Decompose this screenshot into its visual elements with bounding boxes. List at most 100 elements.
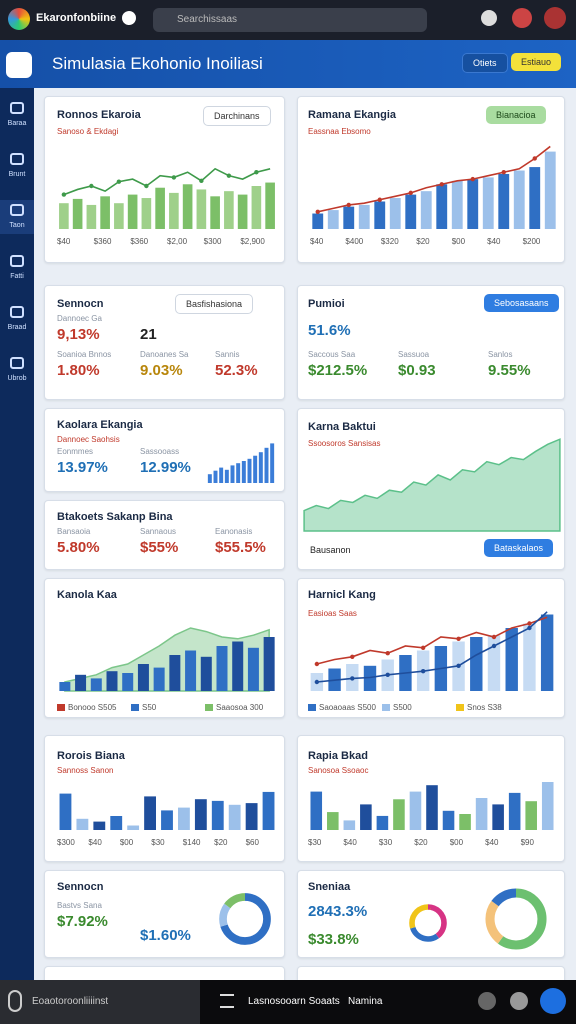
bar [207,474,212,483]
card: Karna Baktui Ssoosoros Sansisas Bataskalao… [297,408,565,570]
nav-label[interactable]: Ubrob [7,375,27,382]
card-note: Eassnaa Ebsomo [308,127,371,136]
bar [110,816,123,830]
stat-label: Sannis [215,350,240,359]
x-label: $40 [485,838,499,847]
bar [492,804,504,830]
nav-label[interactable]: Fatti [10,273,24,280]
header-button[interactable]: Otiets [462,53,508,73]
bar [487,635,501,691]
mic-icon[interactable] [8,990,22,1012]
point [314,661,320,667]
nav-label[interactable]: Braad [7,324,27,331]
bar [470,637,483,691]
nav-icon[interactable] [10,255,24,267]
nav-label[interactable]: Taon [9,222,25,229]
line [316,611,548,683]
icon[interactable] [540,988,566,1014]
bar [155,187,165,229]
point [527,621,532,626]
header-button[interactable]: Estiauo [511,53,562,71]
stat-value: 1.80% [57,362,100,379]
legend-label: Saaosoa 300 [216,703,264,712]
legend-swatch [131,704,139,711]
card-note: Sanoso & Ekdagi [57,127,119,136]
card-button[interactable]: Bataskalaos [484,539,554,557]
legend-swatch [382,704,390,711]
stat-label: Dannoec Ga [57,314,102,323]
avatar[interactable] [512,8,532,28]
point [346,202,351,208]
icon[interactable] [510,992,528,1010]
bar [59,793,72,830]
bar [541,782,554,830]
x-label: $30 [378,838,393,847]
bar [178,807,190,830]
line [316,616,548,665]
card-button[interactable]: Darchinans [203,106,271,126]
bar [86,204,97,229]
icon[interactable] [478,992,496,1010]
nav-icon[interactable] [10,357,24,369]
donut-segment [485,888,547,950]
avatar[interactable] [544,7,566,29]
nav-icon[interactable] [10,153,24,165]
bar [213,470,218,483]
tab-label[interactable]: Lasnosooarn Soaats [248,996,340,1007]
nav-icon[interactable] [10,102,24,114]
stat-label: Saccous Saa [308,350,356,359]
card: Sennocn Bastvs Sana $7.92% $1.60% [44,870,285,958]
bottom-bar: Eoaotoroonliiiinst Lasnosooarn Soaats Na… [0,980,576,1024]
card-button[interactable]: Bianacioa [486,106,546,124]
app-logo[interactable] [8,8,30,30]
bar [196,189,207,229]
icon[interactable] [122,11,136,25]
bar [161,810,173,830]
bar [426,785,438,830]
bar [224,469,229,483]
search-field[interactable]: Eoaotoroonliiiinst [0,980,200,1024]
card-title: Rorois Biana [57,750,125,762]
bar [467,179,479,229]
line [63,167,271,196]
card-note: Sanosoa Ssoaoc [308,766,369,775]
bar [137,664,149,691]
bar [169,192,179,229]
nav-label[interactable]: Brunt [8,171,26,178]
bar [523,623,536,691]
point [420,669,426,674]
stat-label: Danoanes Sa [140,350,189,359]
bar [312,213,324,229]
bar [482,177,494,229]
nav-icon[interactable] [10,204,24,216]
bar [106,671,118,691]
stat-value: $1.60% [140,927,191,944]
menu-icon[interactable] [220,994,234,1008]
stat-value: $0.93 [398,362,436,379]
bar [358,204,370,229]
card-button[interactable]: Basfishasiona [175,294,254,314]
card-graphic [59,167,275,229]
point [456,663,461,668]
nav-label[interactable]: Baraa [7,120,27,127]
user-label[interactable]: Namina [348,996,383,1007]
legend-label: Saoaoaas S500 [319,703,376,712]
stat-label: Bansaoia [57,527,91,536]
point [199,178,204,184]
card: Pumioi Sebosasaans 51.6% Saccous Saa $212.5%… [297,285,565,400]
icon[interactable] [481,10,497,26]
bar [59,682,71,691]
nav-icon[interactable] [10,306,24,318]
x-label: $2,00 [167,237,188,246]
line [317,145,551,213]
search-box[interactable]: Searchissaas [153,8,427,32]
bar [127,194,138,229]
logo[interactable] [6,52,32,78]
area [303,438,561,532]
card-title: Kaolara Ekangia [57,419,143,431]
stat-label: Soanioa Bnnos [57,350,112,359]
stat-value: 51.6% [308,322,351,339]
bar [122,673,134,691]
card-button[interactable]: Sebosasaans [484,294,559,312]
stat-label: Sassooass [140,447,180,456]
